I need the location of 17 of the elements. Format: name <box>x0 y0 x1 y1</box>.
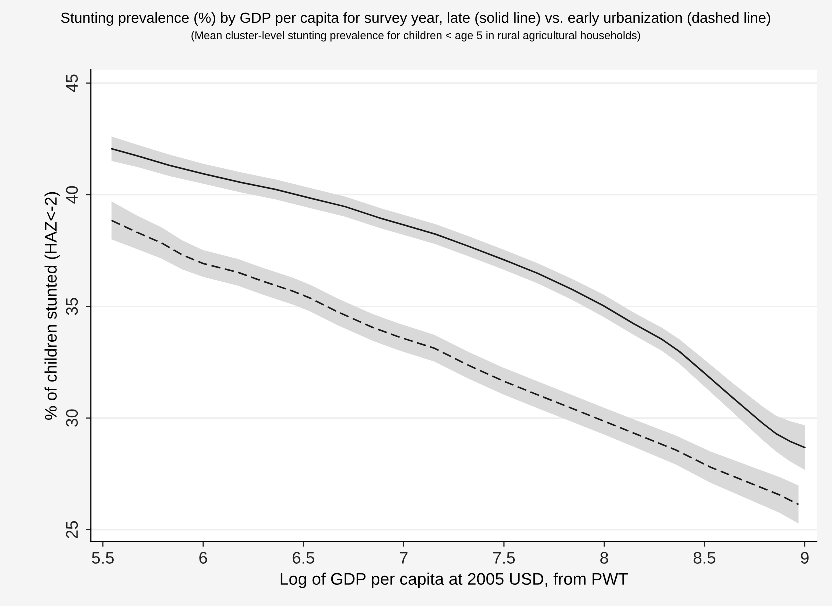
x-tick-label: 8 <box>600 552 608 564</box>
y-tick-label: 35 <box>66 298 78 316</box>
x-tick-label: 9 <box>801 552 809 564</box>
x-tick-label: 6 <box>200 552 208 564</box>
x-tick-label: 5.5 <box>92 552 114 564</box>
x-tick-label: 7 <box>400 552 408 564</box>
x-tick-label: 7.5 <box>493 552 516 564</box>
y-tick-label: 45 <box>66 74 78 92</box>
x-tick-label: 8.5 <box>694 552 716 564</box>
y-tick-label: 25 <box>66 521 78 538</box>
chart-subtitle: (Mean cluster-level stunting prevalence for children < age 5 in rural agricultural households) <box>192 31 640 42</box>
y-tick-label: 40 <box>66 186 78 204</box>
x-tick-label: 6.5 <box>292 552 315 564</box>
x-axis-title: Log of GDP per capita at 2005 USD, from PWT <box>280 572 628 588</box>
y-axis-title: % of children stunted (HAZ<-2) <box>44 192 60 420</box>
y-tick-label: 30 <box>66 410 78 427</box>
chart-title: Stunting prevalence (%) by GDP per capita for survey year, late (solid line) vs. early urbanization (dashed line) <box>61 12 770 26</box>
